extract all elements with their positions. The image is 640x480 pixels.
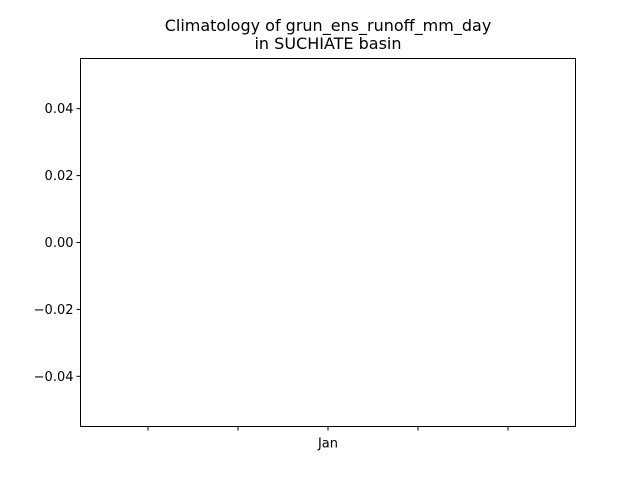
chart-title-line-2: in SUCHIATE basin	[254, 34, 401, 53]
x-axis: Jan	[147, 426, 509, 452]
chart-title-line-1: Climatology of grun_ens_runoff_mm_day	[165, 16, 492, 36]
x-tick-label: Jan	[317, 437, 338, 452]
plot-area-frame	[80, 58, 576, 427]
y-tick-label: 0.00	[45, 236, 74, 251]
y-tick-label: −0.02	[34, 303, 74, 318]
y-tick-label: 0.02	[45, 169, 74, 184]
y-axis: 0.04 0.02 0.00 −0.02 −0.04	[34, 102, 81, 385]
y-tick-label: 0.04	[45, 102, 74, 117]
y-tick-label: −0.04	[34, 370, 74, 385]
